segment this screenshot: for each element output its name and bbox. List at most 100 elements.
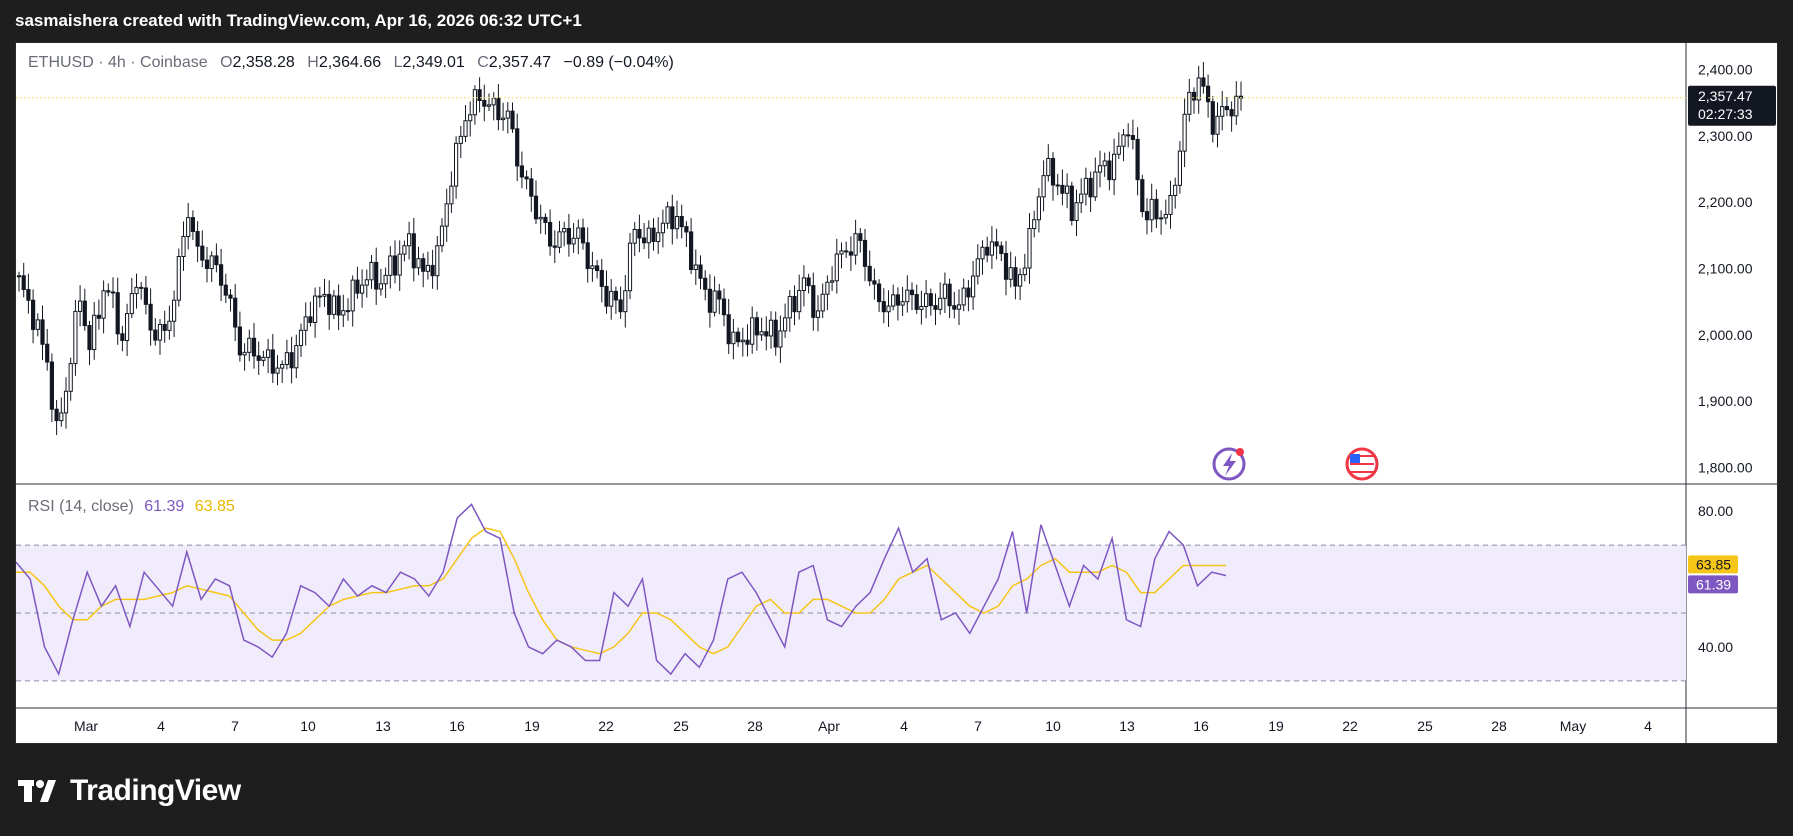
time-tick-label: 16 <box>449 718 465 734</box>
rsi-tick-label: 40.00 <box>1698 639 1733 655</box>
candle-body <box>900 301 905 306</box>
candle-body <box>101 290 106 319</box>
candle-body <box>402 245 407 255</box>
candle-body <box>693 264 698 270</box>
candle-body <box>251 337 257 357</box>
candle-body <box>515 128 520 167</box>
candle-body <box>909 289 915 296</box>
candle-body <box>167 320 172 331</box>
candle-body <box>740 339 745 343</box>
candle-body <box>1074 202 1079 221</box>
candle-body <box>674 215 680 230</box>
candle-body <box>613 290 618 301</box>
candle-body <box>501 117 506 121</box>
candle-body <box>867 265 872 282</box>
candle-body <box>82 300 87 327</box>
chart-frame[interactable]: 2,400.00 2,300.00 2,200.00 2,100.00 2,000.00… <box>15 42 1779 745</box>
symbol-label[interactable]: ETHUSD · 4h · Coinbase <box>28 54 208 71</box>
rsi-legend: RSI (14, close) 61.39 63.85 <box>28 498 235 516</box>
candle-body <box>1032 219 1037 230</box>
candle-body <box>590 265 595 270</box>
candle-body <box>656 232 661 243</box>
candle-body <box>858 233 863 241</box>
time-tick-label: 13 <box>375 718 391 734</box>
rsi-ma-value: 63.85 <box>194 498 235 515</box>
candle-body <box>1041 175 1046 198</box>
candle-body <box>411 233 416 269</box>
candle-body <box>703 277 708 290</box>
candle-body <box>1060 184 1065 194</box>
rsi-title[interactable]: RSI (14, close) <box>28 498 134 515</box>
candle-body <box>148 303 153 331</box>
rsi-tick-label: 80.00 <box>1698 503 1733 519</box>
candle-body <box>96 314 102 319</box>
rsi-line <box>16 503 1227 677</box>
time-tick-label: 28 <box>1491 718 1507 734</box>
brand-name: TradingView <box>70 774 241 807</box>
candle-body <box>162 323 167 331</box>
candle-body <box>642 237 647 244</box>
close-key: C <box>477 54 489 71</box>
low-key: L <box>393 54 403 71</box>
candle-body <box>472 89 477 116</box>
candle-body <box>928 293 933 307</box>
candle-body <box>21 275 26 291</box>
countdown-timer: 02:27:33 <box>1698 106 1753 122</box>
candle-body <box>181 235 186 258</box>
candle-body <box>989 241 994 256</box>
candle-body <box>797 290 802 313</box>
candle-body <box>1144 211 1150 221</box>
last-price-tag[interactable] <box>1688 85 1776 126</box>
candle-body <box>1126 134 1131 137</box>
candle-body <box>1229 109 1234 117</box>
candle-body <box>397 253 402 276</box>
candle-body <box>980 246 985 260</box>
candle-body <box>924 293 929 307</box>
candle-body <box>557 231 562 248</box>
candle-body <box>764 331 769 337</box>
candle-body <box>73 310 78 365</box>
candle-body <box>425 264 430 272</box>
time-tick-label: 4 <box>900 718 908 734</box>
candle-body <box>895 294 900 306</box>
time-tick-label: 7 <box>231 718 239 734</box>
candle-body <box>468 114 473 122</box>
candle-body <box>369 261 374 281</box>
candle-body <box>519 165 524 178</box>
candle-body <box>660 222 665 234</box>
candle-body <box>1116 145 1121 155</box>
candle-body <box>1234 95 1239 117</box>
candle-body <box>195 231 200 247</box>
candle-body <box>651 227 656 243</box>
candle-body <box>209 255 214 270</box>
candle-body <box>1121 134 1126 147</box>
candle-body <box>110 291 116 294</box>
candle-body <box>529 178 534 197</box>
candle-body <box>773 319 778 348</box>
candle-body <box>1069 185 1074 221</box>
candle-body <box>646 227 651 244</box>
time-tick-label: Mar <box>74 718 98 734</box>
candle-body <box>26 289 31 301</box>
candle-body <box>486 104 492 107</box>
candle-body <box>35 319 40 330</box>
candle-body <box>599 270 604 287</box>
candle-body <box>421 258 426 272</box>
candle-body <box>848 251 853 256</box>
time-tick-label: 19 <box>1268 718 1284 734</box>
candle-body <box>933 305 938 310</box>
candle-body <box>759 331 764 336</box>
candle-body <box>580 227 586 244</box>
candle-body <box>684 226 689 233</box>
time-tick-label: 25 <box>1417 718 1433 734</box>
attribution-text: sasmaishera created with TradingView.com… <box>15 11 582 30</box>
candle-body <box>1003 253 1009 280</box>
candle-body <box>956 304 962 310</box>
candle-body <box>477 89 482 102</box>
candle-body <box>1055 184 1060 187</box>
tradingview-brand[interactable]: TradingView <box>18 774 241 808</box>
candle-body <box>16 275 22 278</box>
candle-body <box>496 97 501 121</box>
price-tick-label: 2,300.00 <box>1698 128 1753 144</box>
chart-canvas[interactable]: 2,400.00 2,300.00 2,200.00 2,100.00 2,000.00… <box>16 43 1779 745</box>
